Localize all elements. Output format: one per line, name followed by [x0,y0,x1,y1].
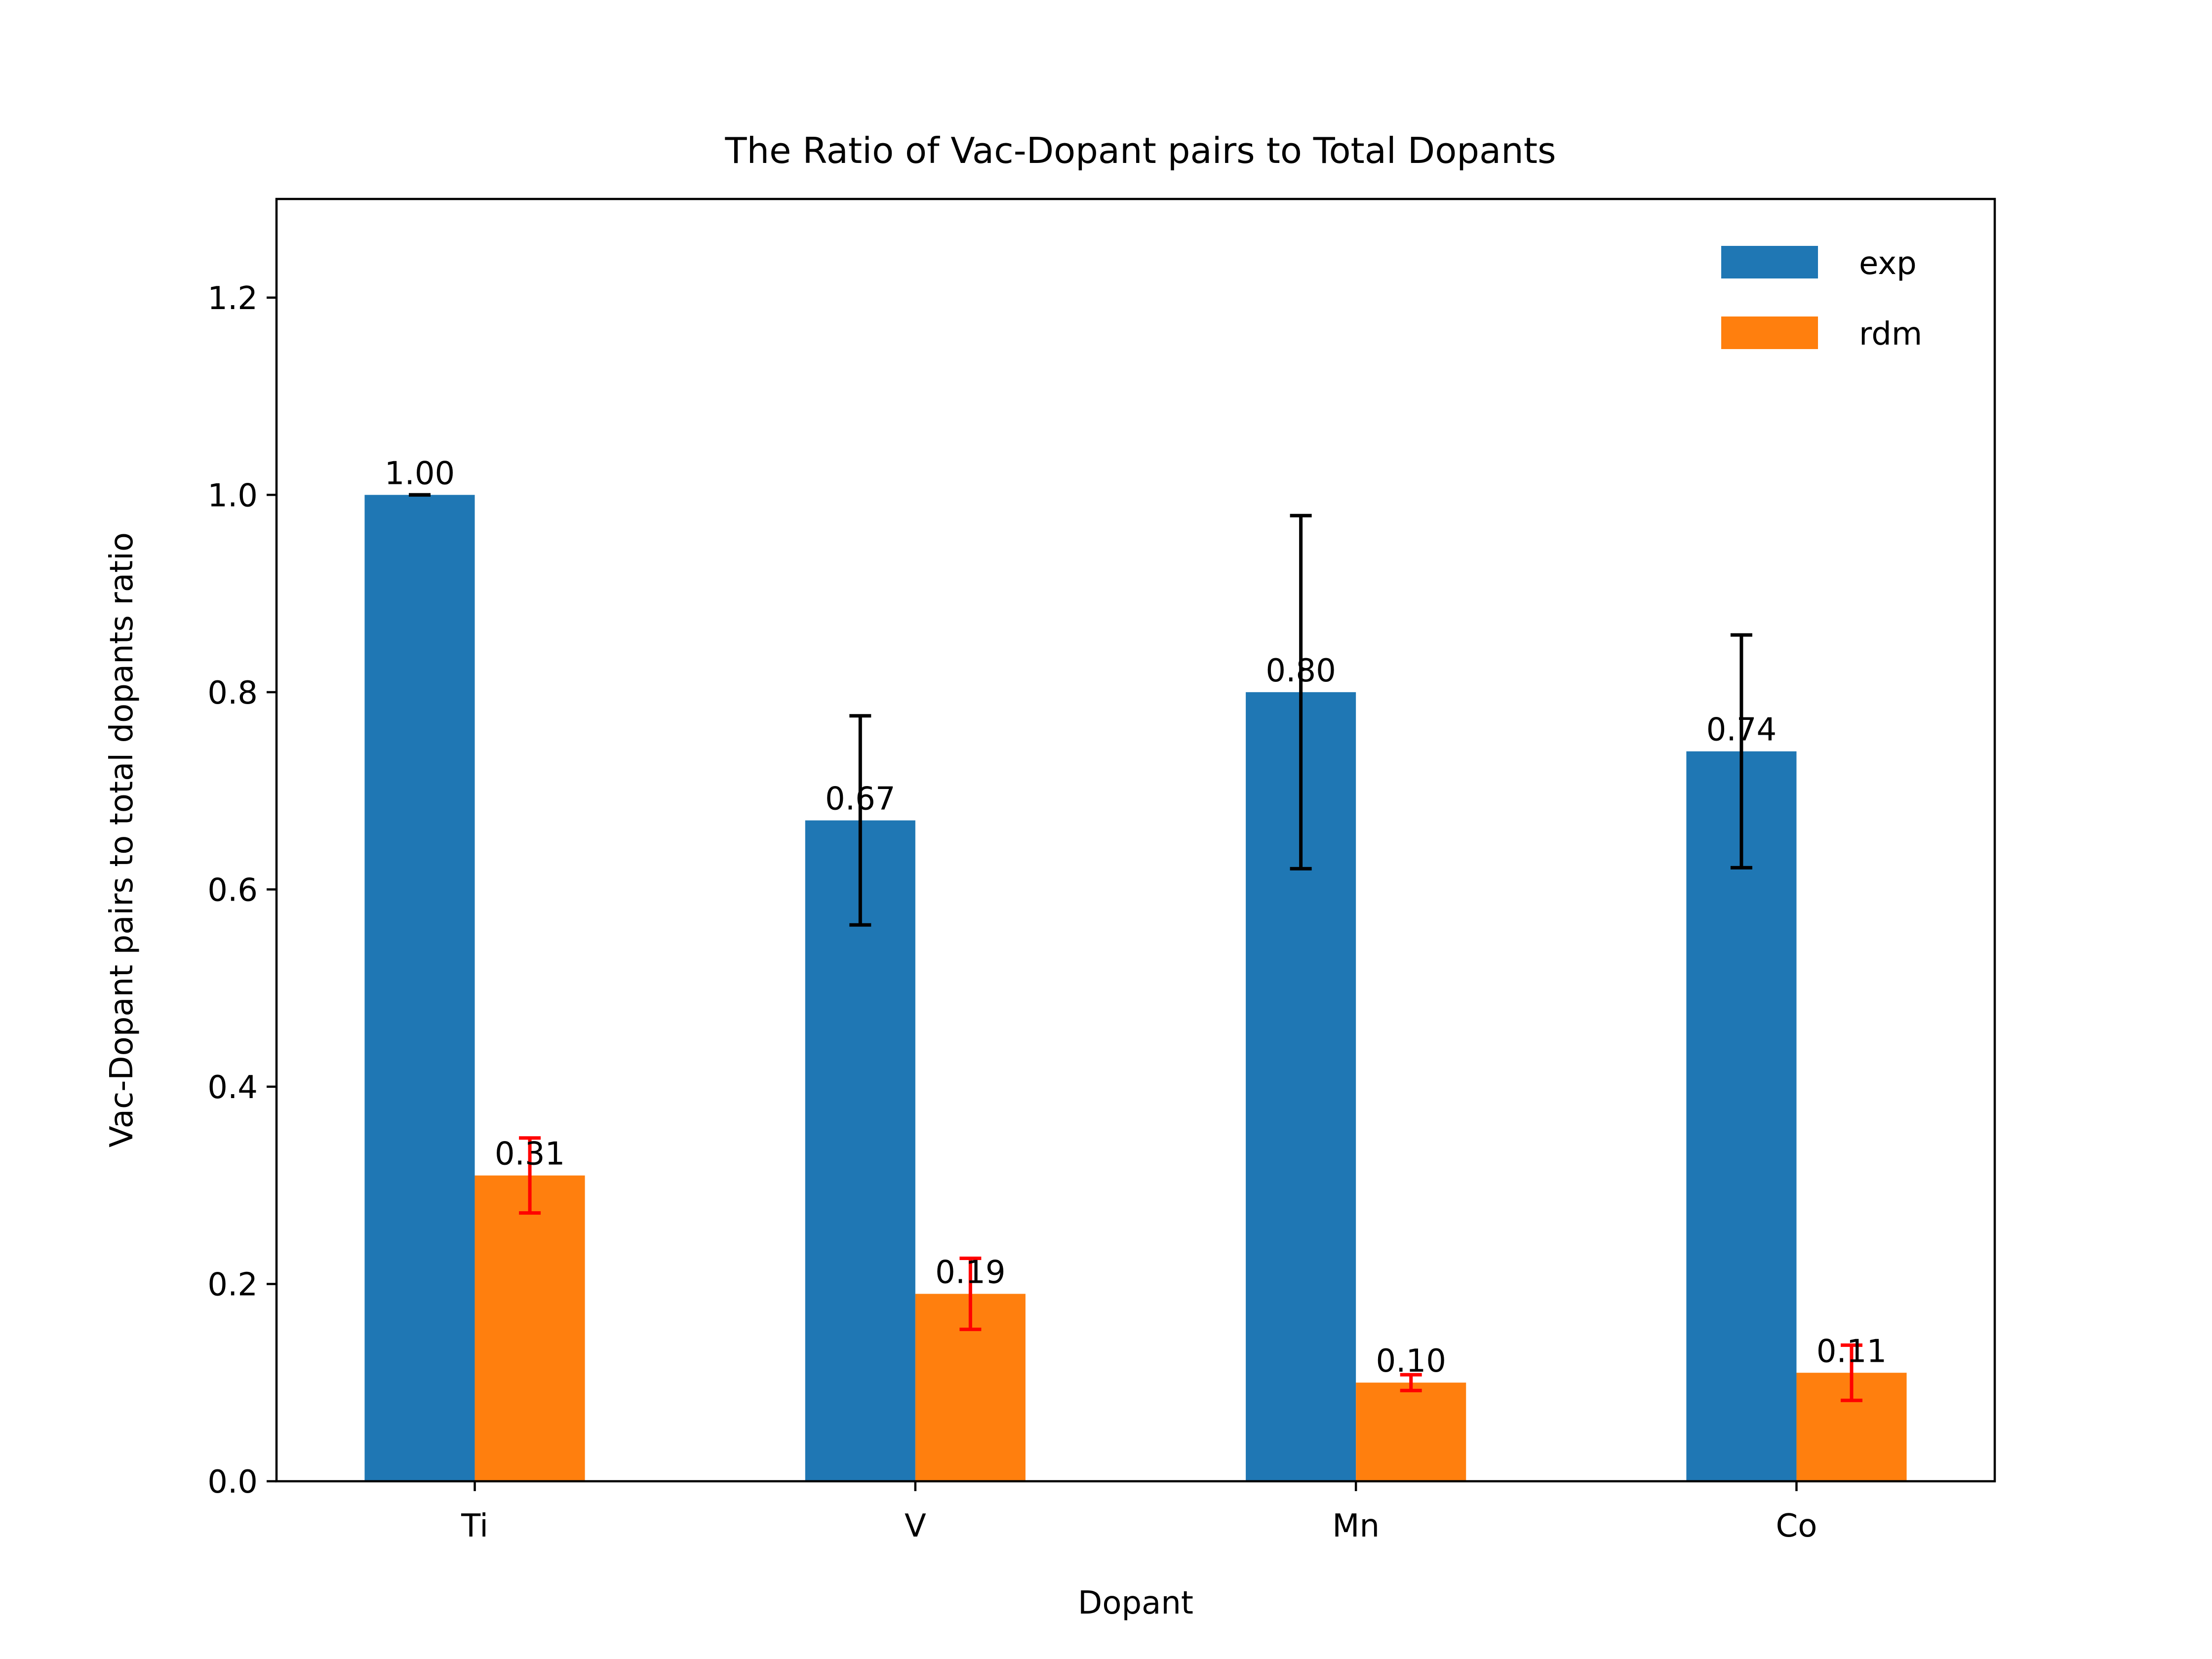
x-tick-label: V [905,1508,926,1544]
legend-label-rdm: rdm [1859,316,1922,353]
x-tick-label: Mn [1332,1508,1380,1544]
x-tick-label: Ti [461,1508,488,1544]
bar-exp-co [1686,751,1797,1481]
y-tick-label: 0.8 [207,675,258,711]
legend-swatch-exp [1721,246,1818,278]
bar-rdm-mn [1356,1382,1466,1481]
data-label-exp-co: 0.74 [1706,712,1777,749]
x-tick-label: Co [1776,1508,1817,1544]
plot-frame [275,198,1996,1483]
bar-rdm-ti [474,1175,585,1481]
data-label-exp-v: 0.67 [825,781,896,818]
y-tick-label: 0.4 [207,1069,258,1106]
y-tick-label: 0.6 [207,872,258,908]
plot-area: 0.0 0.2 0.4 0.6 0.8 1.0 1.2 Ti V Mn Co 1.00 0.67 0.80… [207,280,1907,1544]
data-label-rdm-ti: 0.31 [495,1136,565,1173]
data-label-rdm-co: 0.11 [1817,1333,1887,1370]
data-label-exp-mn: 0.80 [1265,653,1336,689]
data-label-rdm-v: 0.19 [935,1254,1006,1291]
y-tick-label: 0.2 [207,1266,258,1303]
y-tick-label: 1.0 [207,477,258,514]
y-axis-label: Vac-Dopant pairs to total dopants ratio [104,532,140,1147]
data-label-exp-ti: 1.00 [385,455,455,492]
x-axis-label: Dopant [1078,1585,1193,1621]
data-label-rdm-mn: 0.10 [1376,1343,1446,1380]
y-tick-label: 0.0 [207,1464,258,1501]
legend: exp rdm [1721,245,1922,353]
chart-title: The Ratio of Vac-Dopant pairs to Total D… [725,130,1556,171]
bar-exp-v [805,820,915,1481]
legend-label-exp: exp [1859,245,1917,282]
y-tick-label: 1.2 [207,280,258,317]
bar-exp-ti [364,495,475,1482]
legend-swatch-rdm [1721,316,1818,349]
